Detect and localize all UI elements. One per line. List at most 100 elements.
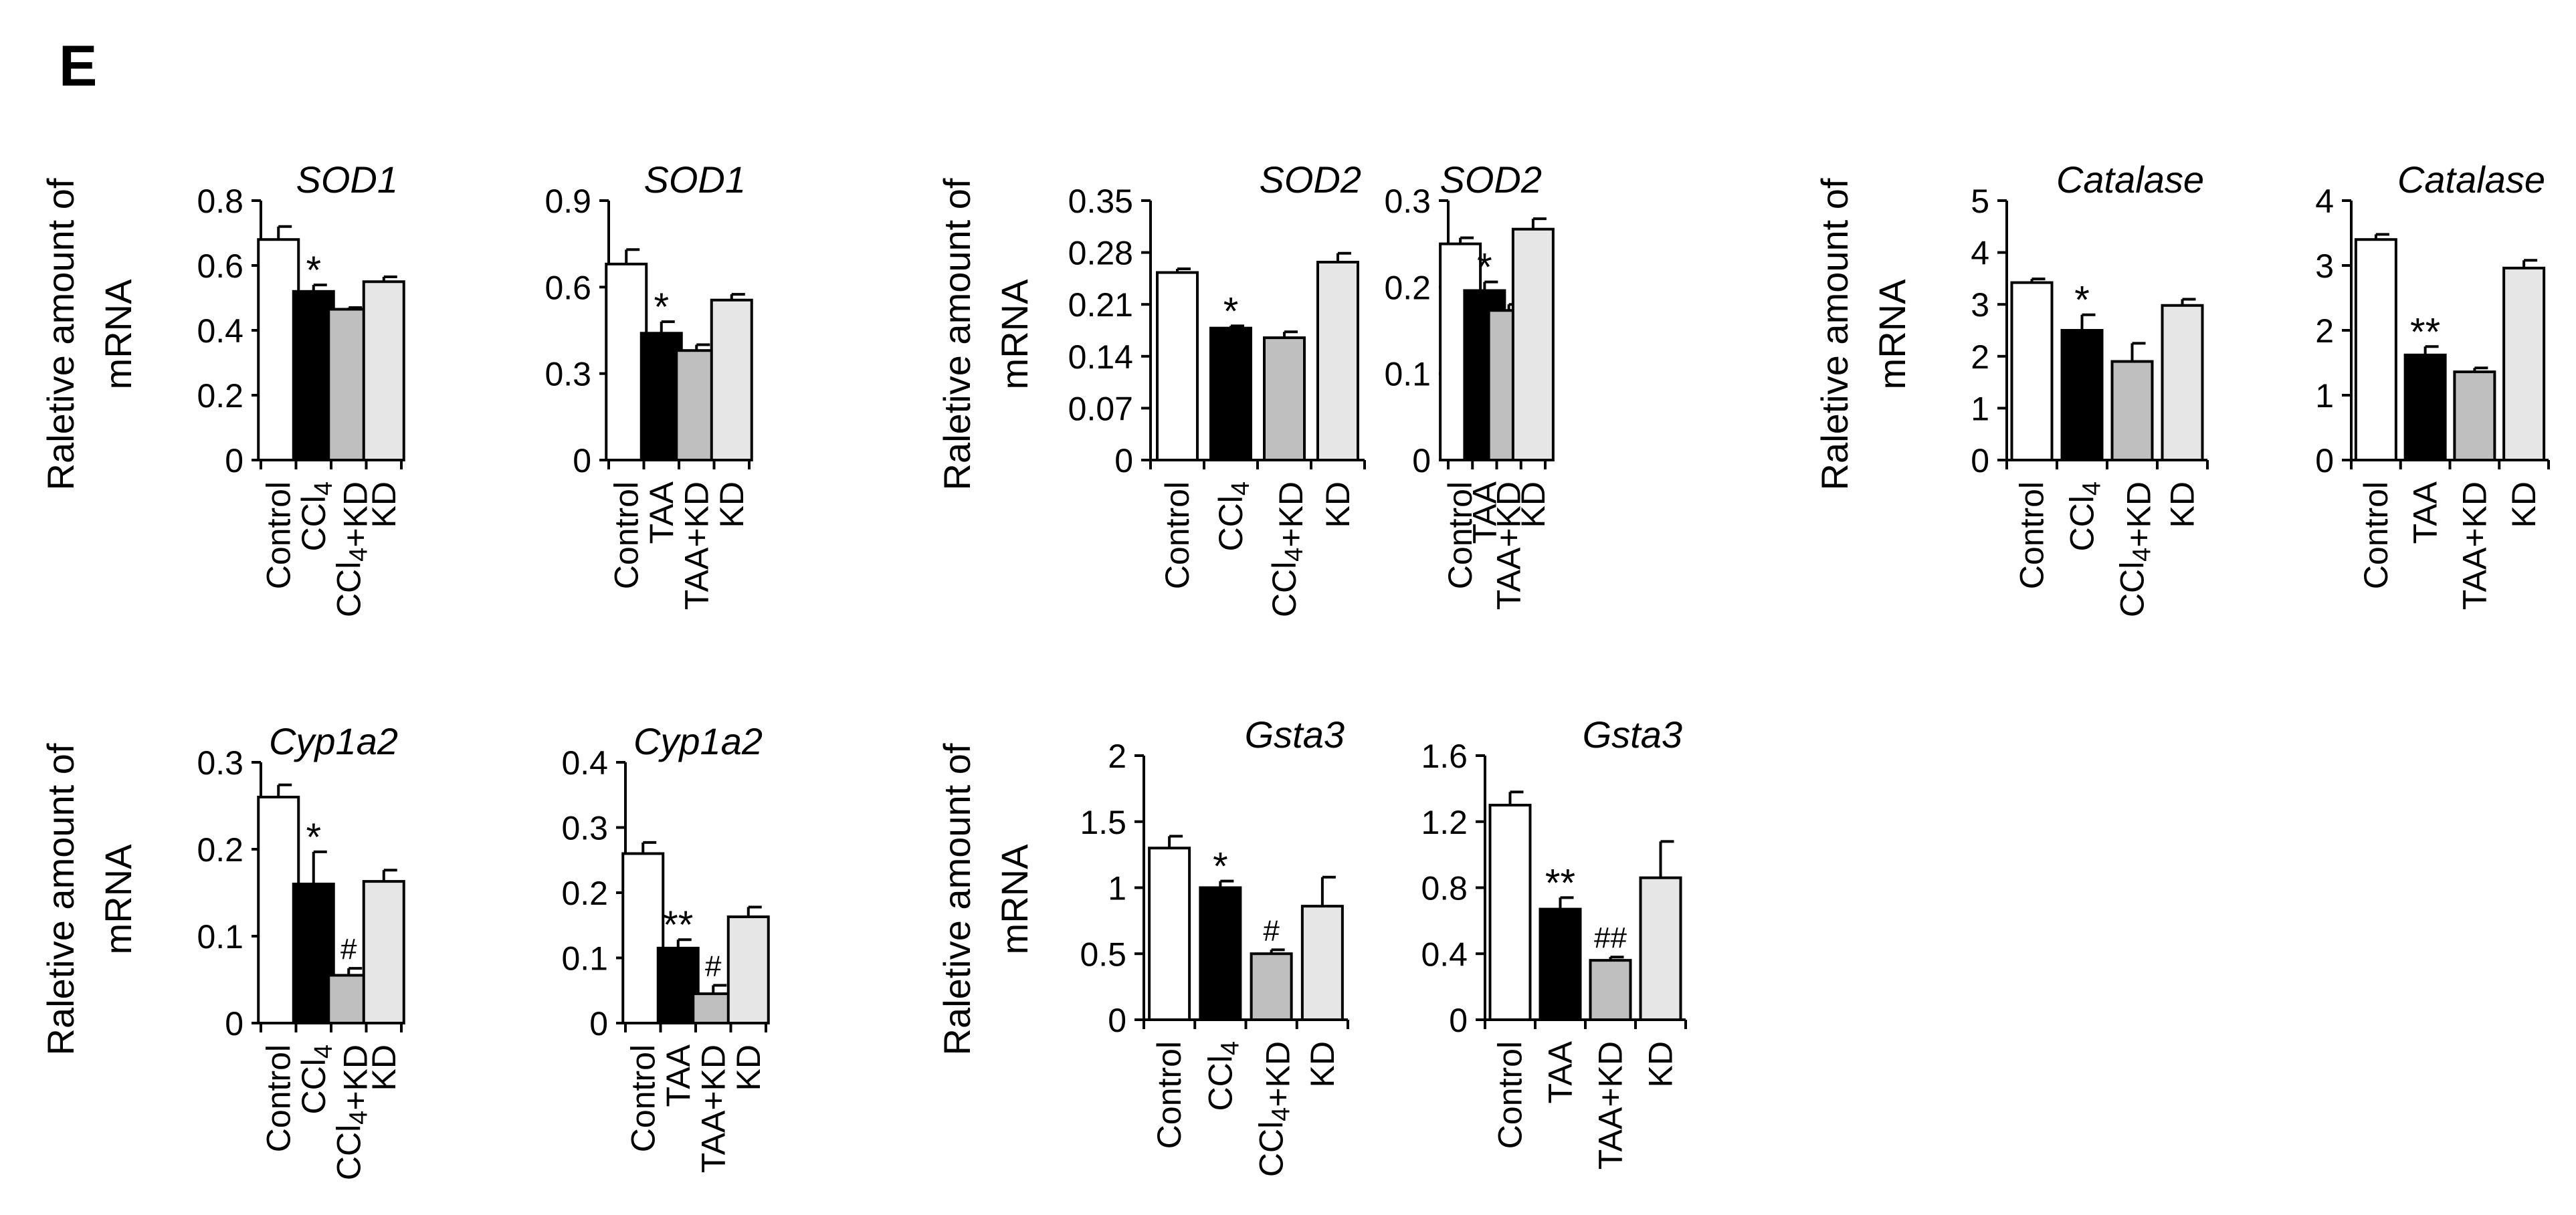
y-tick-label: 0.3 [561, 810, 608, 847]
y-tick-label: 0 [2315, 442, 2334, 479]
y-tick-label: 0.9 [544, 183, 591, 220]
category-label: KD [1642, 1041, 1680, 1087]
y-tick-label: 2 [1108, 738, 1126, 775]
significance-hash: # [1263, 914, 1280, 947]
y-tick-label: 0.21 [1068, 286, 1133, 324]
category-label: Control [260, 1044, 297, 1152]
category-label: TAA [1542, 1040, 1579, 1103]
category-label: Control [624, 1044, 662, 1152]
y-tick-label: 1 [1971, 390, 1989, 427]
bar-taa-kd [1589, 959, 1632, 1021]
significance-star: ** [2410, 310, 2440, 354]
y-tick-label: 0 [1114, 442, 1133, 479]
significance-star: * [306, 249, 321, 292]
bar-kd [2502, 266, 2546, 461]
category-label: TAA+KD [2456, 481, 2493, 610]
y-tick-label: 2 [2315, 312, 2334, 350]
y-tick-label: 0.3 [1384, 183, 1431, 220]
y-tick-label: 0.3 [197, 744, 243, 782]
category-label: KD [365, 1044, 403, 1091]
y-tick-label: 0.6 [544, 269, 591, 306]
chart-title: Catalase [2397, 158, 2545, 201]
y-tick-label: 0.4 [197, 312, 243, 350]
chart-title: SOD1 [296, 158, 399, 201]
y-tick-label: 1 [2315, 377, 2334, 415]
chart-title: SOD2 [1440, 158, 1543, 201]
bar-kd [2161, 304, 2204, 462]
bar-control [605, 262, 648, 461]
significance-hash: # [340, 933, 357, 966]
y-tick-label: 0 [573, 442, 591, 479]
bar-ccl4-kd [1263, 336, 1306, 462]
bar-ccl4-kd [1250, 952, 1293, 1021]
chart-3: 0 0.07 0.14 0.21 0.28 0.35 Control * CCl4 CCl4+KD… [1068, 158, 1366, 617]
y-tick-label: 0 [1412, 442, 1431, 479]
y-tick-label: 0.2 [1384, 269, 1431, 306]
bar-kd [1639, 876, 1682, 1021]
category-label: TAA+KD [1490, 481, 1528, 610]
significance-star: * [2074, 279, 2090, 322]
bar-ccl4 [292, 290, 335, 461]
category-label: TAA+KD [694, 1044, 732, 1173]
category-label: CCl4 [2064, 481, 2106, 551]
y-tick-label: 0.2 [197, 831, 243, 869]
bar-kd [726, 915, 770, 1024]
category-label: CCl4+KD [330, 1044, 374, 1180]
svg-text:mRNA: mRNA [97, 279, 139, 390]
category-label: CCl4+KD [2114, 481, 2158, 617]
bar-ccl4 [292, 883, 335, 1024]
significance-star: ** [663, 903, 693, 947]
category-label: TAA [1466, 481, 1503, 544]
ylabel-row2-col1: Raletive amount of mRNA [39, 743, 139, 1055]
significance-star: ** [1545, 861, 1575, 905]
y-tick-label: 0.1 [1384, 356, 1431, 393]
chart-title: Catalase [2056, 158, 2204, 201]
category-label: KD [713, 481, 751, 528]
svg-text:Raletive amount of: Raletive amount of [39, 743, 82, 1055]
bar-ccl4-kd [2110, 360, 2154, 461]
bar-taa-kd [692, 992, 735, 1024]
category-label: TAA [643, 481, 680, 544]
bar-kd [362, 280, 405, 461]
bar-control [1148, 847, 1191, 1021]
category-label: KD [365, 481, 403, 528]
category-label: KD [2505, 481, 2543, 528]
category-label: KD [730, 1044, 767, 1091]
significance-star: * [654, 286, 669, 329]
y-tick-label: 0.1 [561, 940, 608, 978]
svg-text:Raletive amount of: Raletive amount of [39, 178, 82, 490]
bar-taa [656, 946, 700, 1024]
category-label: Control [2013, 481, 2051, 589]
y-tick-label: 0.28 [1068, 235, 1133, 272]
y-tick-label: 2 [1971, 338, 1989, 376]
y-tick-label: 3 [1971, 286, 1989, 324]
category-label: CCl4 [295, 481, 338, 551]
ylabel-row1-col1: Raletive amount of mRNA [39, 178, 139, 490]
y-tick-label: 3 [2315, 247, 2334, 285]
bar-taa [2403, 353, 2447, 461]
category-label: CCl4+KD [1253, 1041, 1297, 1177]
category-label: Control [260, 481, 297, 589]
bar-control [1156, 271, 1199, 461]
bar-kd [710, 298, 753, 461]
svg-text:Raletive amount of: Raletive amount of [936, 178, 978, 490]
chart-title: SOD2 [1260, 158, 1362, 201]
category-label: KD [2164, 481, 2201, 528]
significance-hash: # [705, 950, 722, 982]
bar-taa-kd [2453, 370, 2496, 462]
bar-kd [1316, 261, 1359, 461]
y-tick-label: 0 [225, 442, 243, 479]
bar-kd [1511, 227, 1555, 461]
y-tick-label: 1.5 [1080, 804, 1126, 841]
bar-control [257, 796, 300, 1024]
y-tick-label: 0.8 [197, 183, 243, 220]
bar-taa [639, 332, 683, 461]
y-tick-label: 0.5 [1080, 935, 1126, 973]
category-label: Control [2357, 481, 2395, 589]
charts-container: 00.20.40.60.8Control*CCl4CCl4+KDKDSOD100… [197, 158, 2550, 1180]
category-label: CCl4 [1201, 1041, 1244, 1111]
